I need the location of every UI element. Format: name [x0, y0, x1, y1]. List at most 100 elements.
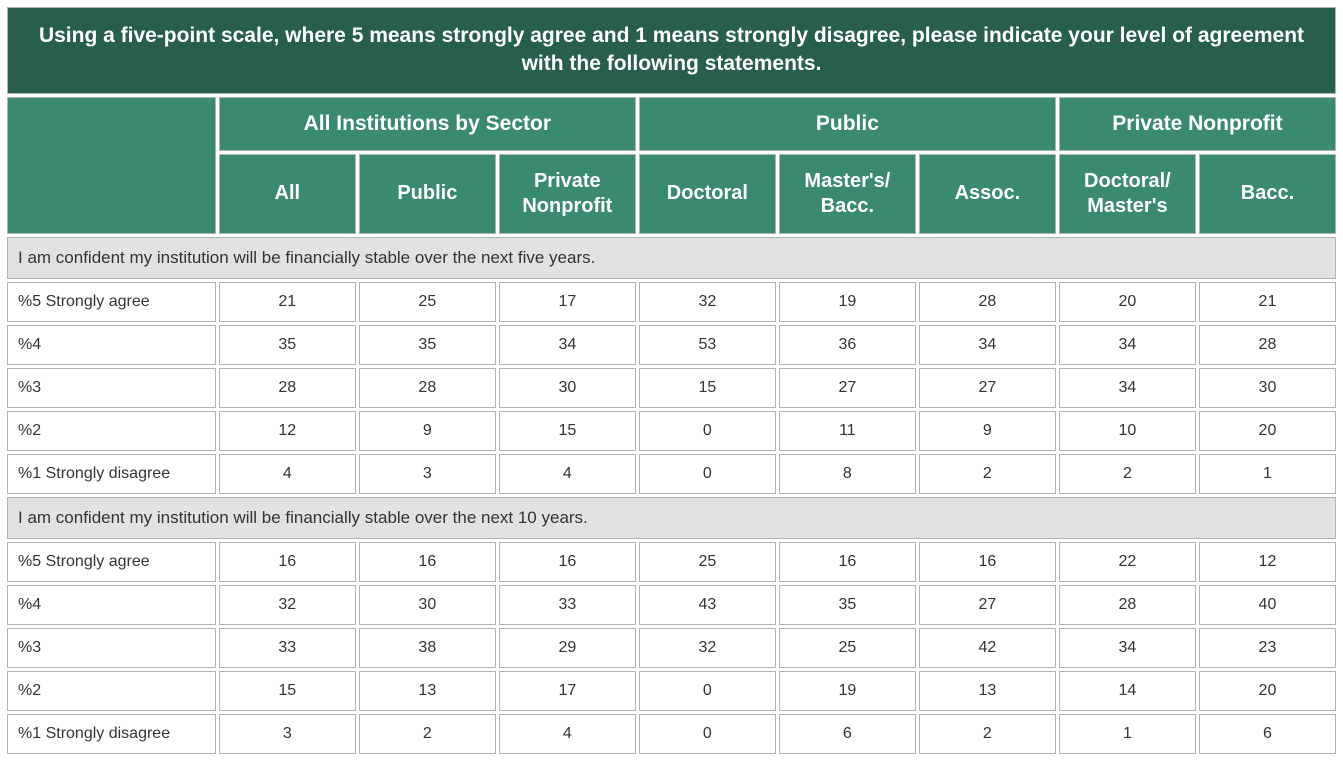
data-cell: 0 — [639, 671, 776, 711]
data-cell: 15 — [219, 671, 356, 711]
table-row: %1 Strongly disagree 3 2 4 0 6 2 1 6 — [7, 714, 1336, 754]
data-cell: 27 — [919, 585, 1056, 625]
data-cell: 0 — [639, 454, 776, 494]
row-label: %2 — [7, 411, 216, 451]
data-cell: 20 — [1199, 671, 1336, 711]
data-cell: 9 — [359, 411, 496, 451]
data-cell: 2 — [919, 714, 1056, 754]
data-cell: 12 — [219, 411, 356, 451]
row-label: %3 — [7, 628, 216, 668]
data-cell: 28 — [219, 368, 356, 408]
data-cell: 14 — [1059, 671, 1196, 711]
data-cell: 16 — [919, 542, 1056, 582]
group-header-public: Public — [639, 97, 1056, 151]
data-cell: 23 — [1199, 628, 1336, 668]
header-blank — [7, 97, 216, 234]
data-cell: 32 — [219, 585, 356, 625]
col-header-public: Public — [359, 154, 496, 234]
data-cell: 20 — [1199, 411, 1336, 451]
table-row: %3 28 28 30 15 27 27 34 30 — [7, 368, 1336, 408]
data-cell: 34 — [1059, 325, 1196, 365]
data-cell: 30 — [359, 585, 496, 625]
data-cell: 21 — [219, 282, 356, 322]
data-cell: 0 — [639, 714, 776, 754]
data-cell: 35 — [779, 585, 916, 625]
data-cell: 30 — [1199, 368, 1336, 408]
data-cell: 28 — [1199, 325, 1336, 365]
data-cell: 13 — [359, 671, 496, 711]
data-cell: 2 — [359, 714, 496, 754]
data-cell: 32 — [639, 628, 776, 668]
row-label: %4 — [7, 585, 216, 625]
data-cell: 16 — [219, 542, 356, 582]
table-body: I am confident my institution will be fi… — [7, 237, 1336, 754]
section-title: I am confident my institution will be fi… — [7, 497, 1336, 539]
data-cell: 11 — [779, 411, 916, 451]
data-cell: 43 — [639, 585, 776, 625]
group-header-private-nonprofit: Private Nonprofit — [1059, 97, 1336, 151]
table-row: %2 15 13 17 0 19 13 14 20 — [7, 671, 1336, 711]
data-cell: 13 — [919, 671, 1056, 711]
data-cell: 15 — [499, 411, 636, 451]
data-cell: 9 — [919, 411, 1056, 451]
col-header-masters-bacc: Master's/ Bacc. — [779, 154, 916, 234]
data-cell: 28 — [359, 368, 496, 408]
data-cell: 34 — [919, 325, 1056, 365]
data-cell: 15 — [639, 368, 776, 408]
col-header-doctoral-masters: Doctoral/ Master's — [1059, 154, 1196, 234]
data-cell: 0 — [639, 411, 776, 451]
data-cell: 4 — [219, 454, 356, 494]
data-cell: 34 — [1059, 368, 1196, 408]
data-cell: 28 — [1059, 585, 1196, 625]
data-cell: 33 — [499, 585, 636, 625]
data-cell: 3 — [219, 714, 356, 754]
table-row: %5 Strongly agree 21 25 17 32 19 28 20 2… — [7, 282, 1336, 322]
row-label: %1 Strongly disagree — [7, 714, 216, 754]
data-cell: 16 — [359, 542, 496, 582]
row-label: %3 — [7, 368, 216, 408]
data-cell: 4 — [499, 454, 636, 494]
table-row: %3 33 38 29 32 25 42 34 23 — [7, 628, 1336, 668]
data-cell: 35 — [219, 325, 356, 365]
data-cell: 8 — [779, 454, 916, 494]
data-cell: 21 — [1199, 282, 1336, 322]
data-cell: 34 — [1059, 628, 1196, 668]
data-cell: 6 — [1199, 714, 1336, 754]
col-header-assoc: Assoc. — [919, 154, 1056, 234]
data-cell: 20 — [1059, 282, 1196, 322]
table-row: %5 Strongly agree 16 16 16 25 16 16 22 1… — [7, 542, 1336, 582]
table-row: %4 35 35 34 53 36 34 34 28 — [7, 325, 1336, 365]
table-row: %1 Strongly disagree 4 3 4 0 8 2 2 1 — [7, 454, 1336, 494]
data-cell: 19 — [779, 671, 916, 711]
col-header-all: All — [219, 154, 356, 234]
data-cell: 12 — [1199, 542, 1336, 582]
data-cell: 40 — [1199, 585, 1336, 625]
data-cell: 25 — [639, 542, 776, 582]
col-header-bacc: Bacc. — [1199, 154, 1336, 234]
data-cell: 17 — [499, 671, 636, 711]
data-cell: 10 — [1059, 411, 1196, 451]
data-cell: 4 — [499, 714, 636, 754]
row-label: %2 — [7, 671, 216, 711]
data-cell: 36 — [779, 325, 916, 365]
row-label: %4 — [7, 325, 216, 365]
data-cell: 16 — [779, 542, 916, 582]
data-cell: 3 — [359, 454, 496, 494]
data-cell: 2 — [1059, 454, 1196, 494]
group-header-all-institutions: All Institutions by Sector — [219, 97, 636, 151]
data-cell: 27 — [779, 368, 916, 408]
data-cell: 16 — [499, 542, 636, 582]
data-cell: 19 — [779, 282, 916, 322]
survey-table: Using a five-point scale, where 5 means … — [4, 4, 1339, 757]
section-title: I am confident my institution will be fi… — [7, 237, 1336, 279]
row-label: %5 Strongly agree — [7, 542, 216, 582]
data-cell: 1 — [1059, 714, 1196, 754]
data-cell: 1 — [1199, 454, 1336, 494]
table-row: %2 12 9 15 0 11 9 10 20 — [7, 411, 1336, 451]
data-cell: 38 — [359, 628, 496, 668]
data-cell: 35 — [359, 325, 496, 365]
data-cell: 33 — [219, 628, 356, 668]
data-cell: 27 — [919, 368, 1056, 408]
table-title: Using a five-point scale, where 5 means … — [7, 7, 1336, 94]
data-cell: 6 — [779, 714, 916, 754]
